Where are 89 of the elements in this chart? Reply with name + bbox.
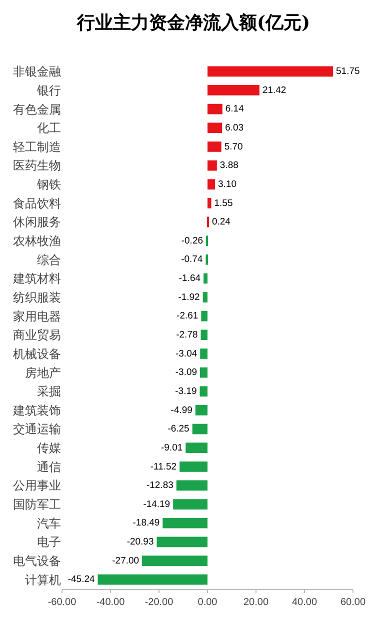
- y-tick-label: 轻工制造: [13, 140, 61, 154]
- bar: [192, 424, 208, 434]
- y-tick-label: 公用事业: [13, 478, 61, 493]
- data-label: 5.70: [224, 141, 243, 152]
- data-label: -12.83: [146, 480, 174, 492]
- bar: [208, 104, 222, 114]
- chart-title: 行业主力资金净流入额(亿元): [76, 12, 310, 34]
- data-label: 6.14: [225, 104, 244, 115]
- y-tick-label: 交通运输: [13, 422, 61, 436]
- y-tick-label: 纺织服装: [13, 290, 61, 304]
- y-tick-label: 通信: [37, 460, 61, 474]
- y-tick-label: 钢铁: [36, 178, 61, 192]
- data-label: -1.64: [178, 273, 200, 284]
- x-tick-label: -20.00: [144, 597, 174, 608]
- x-tick-label: 60.00: [340, 597, 366, 608]
- bar: [208, 85, 260, 96]
- data-label: -3.09: [175, 367, 197, 378]
- bar: [208, 66, 333, 77]
- data-label: -3.19: [175, 386, 197, 397]
- data-label: 1.55: [214, 198, 233, 209]
- y-tick-label: 休闲服务: [13, 215, 61, 230]
- data-label: -9.01: [161, 442, 183, 454]
- x-tick-label: -60.00: [48, 597, 77, 608]
- bar: [195, 405, 208, 416]
- bar: [201, 310, 208, 322]
- bar: [208, 179, 216, 190]
- x-tick-label: 40.00: [292, 597, 318, 608]
- data-label: -18.49: [132, 518, 160, 529]
- data-label: 21.42: [262, 84, 286, 96]
- y-tick-label: 非银金融: [13, 64, 61, 79]
- bar: [173, 499, 208, 510]
- bar: [176, 480, 208, 491]
- data-label: -14.19: [143, 498, 170, 510]
- data-label: -4.99: [170, 404, 192, 416]
- data-label: 0.24: [212, 216, 230, 228]
- y-tick-label: 商业贸易: [13, 328, 61, 342]
- bar: [180, 461, 208, 472]
- y-tick-label: 机械设备: [13, 346, 61, 361]
- data-label: -20.93: [126, 536, 154, 548]
- data-label: -2.61: [176, 310, 198, 322]
- y-tick-label: 传媒: [37, 441, 61, 456]
- data-label: -27.00: [112, 555, 140, 566]
- data-label: -11.52: [150, 461, 177, 472]
- bar: [208, 122, 222, 134]
- y-tick-label: 房地产: [25, 366, 61, 380]
- y-tick-label: 医药生物: [13, 158, 61, 173]
- y-tick-label: 有色金属: [13, 102, 61, 116]
- bar: [200, 330, 208, 340]
- bar: [162, 518, 208, 528]
- data-label: -1.92: [178, 292, 200, 303]
- data-label: 51.75: [336, 66, 360, 77]
- bar: [208, 160, 217, 171]
- bar: [208, 198, 212, 208]
- y-tick-label: 计算机: [25, 572, 61, 587]
- y-tick-label: 国防军工: [13, 498, 61, 512]
- bar: [202, 292, 208, 302]
- bar: [208, 142, 222, 152]
- y-tick-label: 采掘: [37, 384, 61, 399]
- data-label: 3.88: [220, 160, 238, 172]
- data-label: -3.04: [176, 348, 198, 360]
- bar: [98, 574, 208, 585]
- data-label: -45.24: [68, 574, 95, 586]
- y-tick-label: 银行: [36, 83, 61, 98]
- y-tick-label: 建筑装饰: [12, 403, 61, 418]
- y-tick-label: 汽车: [37, 516, 61, 530]
- bar: [200, 386, 208, 397]
- bar: [142, 556, 208, 566]
- y-tick-label: 化工: [37, 121, 61, 136]
- bar: [204, 273, 208, 284]
- bar: [200, 367, 208, 378]
- data-label: 6.03: [225, 122, 244, 134]
- x-tick-label: 20.00: [243, 597, 269, 608]
- data-label: -2.78: [176, 330, 198, 340]
- x-tick-label: -40.00: [96, 597, 126, 608]
- y-tick-label: 家用电器: [13, 309, 61, 324]
- bar: [156, 536, 208, 548]
- y-tick-label: 电子: [37, 535, 61, 550]
- y-tick-label: 综合: [37, 252, 61, 267]
- x-tick-label: 0.00: [198, 597, 218, 608]
- data-label: -6.25: [168, 424, 190, 435]
- data-label: 3.10: [218, 178, 236, 190]
- bar: [186, 442, 208, 454]
- data-label: -0.74: [181, 254, 203, 266]
- bar: [200, 348, 208, 359]
- y-tick-label: 建筑材料: [12, 272, 61, 286]
- y-tick-label: 农林牧渔: [13, 234, 61, 248]
- data-label: -0.26: [181, 235, 203, 246]
- y-tick-label: 食品饮料: [13, 196, 61, 210]
- y-tick-label: 电气设备: [13, 554, 61, 568]
